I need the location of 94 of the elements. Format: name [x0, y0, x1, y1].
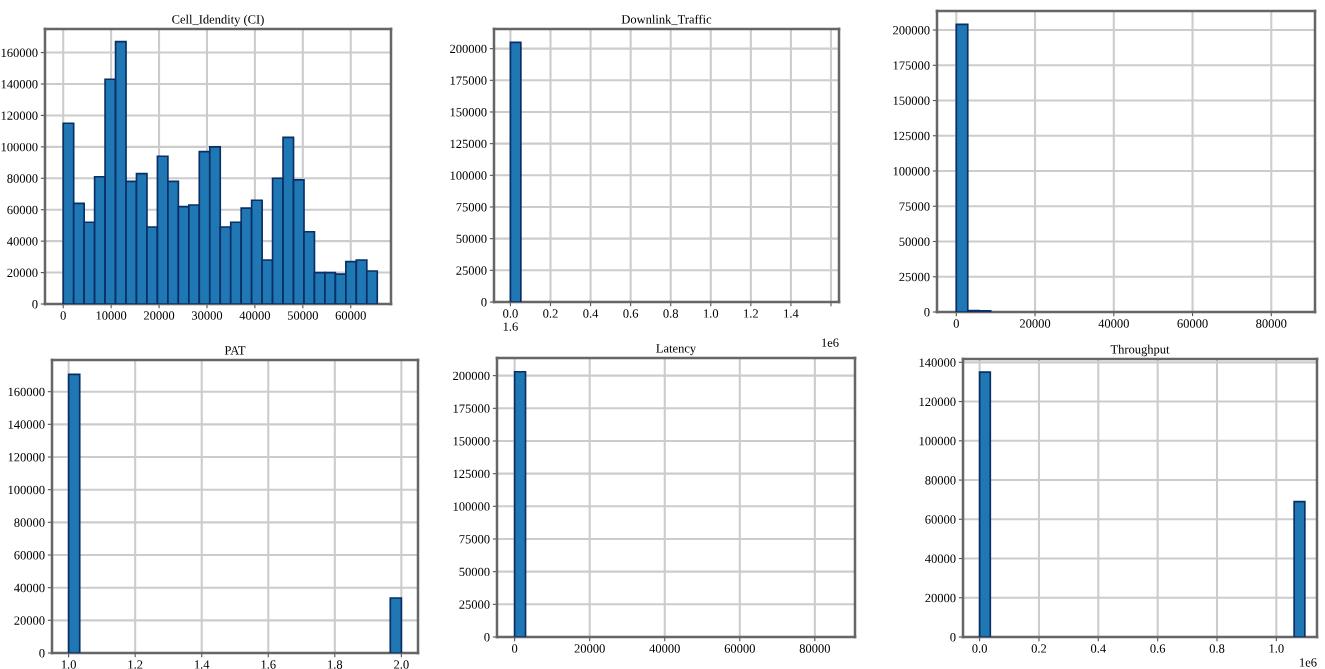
x-tick-label: 1.6	[261, 660, 276, 669]
x-tick-label: 2.0	[394, 660, 409, 669]
y-tick-label: 100000	[893, 167, 930, 176]
x-tick-label: 40000	[1098, 319, 1129, 328]
y-tick-label: 150000	[893, 96, 930, 105]
x-tick-label: 20000	[1019, 319, 1051, 328]
y-tick-label: 50000	[459, 567, 490, 577]
text: 1e6	[1300, 658, 1317, 667]
x-tick-label: 40000	[239, 311, 271, 320]
y-tick-label: 125000	[453, 469, 490, 479]
x-tick-label: 10000	[96, 311, 127, 320]
y-tick-label: 140000	[919, 358, 956, 367]
x-tick-label: 0.8	[1209, 644, 1225, 653]
y-tick-label: 0	[32, 300, 38, 309]
chart-title: Latency	[656, 344, 697, 356]
x-tick-label: 0.0	[972, 644, 987, 653]
x-tick-label: 60000	[335, 311, 366, 320]
y-tick-label: 60000	[7, 205, 38, 215]
x-tick-label: 0.6	[623, 309, 639, 318]
y-tick-label: 20000	[14, 616, 45, 625]
y-tick-label: 125000	[893, 131, 930, 141]
x-tick-label: 0.2	[543, 309, 558, 318]
x-tick-label: 20000	[574, 644, 605, 653]
x-tick-label: 0.6	[1150, 644, 1166, 653]
y-tick-label: 100000	[8, 485, 45, 495]
x-tick-label: 80000	[799, 644, 830, 653]
y-tick-label: 20000	[7, 268, 38, 278]
x-tick-label: 0.2	[1031, 644, 1047, 653]
x-tick-label: 20000	[143, 311, 175, 320]
text: 1e6	[822, 338, 839, 347]
y-tick-label: 75000	[899, 202, 930, 211]
y-tick-label: 75000	[459, 535, 490, 544]
y-tick-label: 80000	[925, 476, 956, 485]
x-tick-label: 50000	[287, 311, 318, 320]
y-tick-label: 50000	[456, 234, 487, 244]
y-tick-label: 50000	[899, 237, 930, 246]
y-tick-label: 140000	[1, 80, 38, 89]
x-tick-label: 1.0	[704, 309, 719, 318]
x-tick-label: 1.2	[744, 309, 758, 318]
y-tick-label: 120000	[8, 453, 45, 462]
y-tick-label: 140000	[8, 420, 45, 429]
y-tick-label: 25000	[899, 272, 930, 282]
x-tick-label: 1.2	[128, 660, 143, 669]
x-tick-label: 30000	[191, 311, 223, 320]
y-tick-label: 120000	[1, 111, 38, 120]
y-tick-label: 100000	[453, 502, 490, 511]
x-tick-label: 40000	[649, 644, 680, 653]
y-tick-label: 40000	[14, 583, 45, 593]
x-tick-label: 0.4	[583, 309, 599, 318]
y-tick-label: 200000	[453, 371, 490, 381]
y-tick-label: 0	[484, 633, 490, 642]
y-tick-label: 150000	[450, 108, 487, 117]
y-tick-label: 40000	[7, 237, 38, 246]
chart-title: Cell_Idendity (CI)	[172, 14, 264, 27]
x-tick-label: 0.4	[1090, 644, 1106, 653]
y-tick-label: 160000	[8, 387, 45, 397]
y-tick-label: 60000	[925, 515, 956, 524]
x-tick-label: 0	[511, 644, 518, 653]
chart-title: Downlink_Traffic	[621, 14, 712, 26]
y-tick-label: 60000	[14, 551, 45, 560]
x-tick-label: 60000	[724, 644, 755, 653]
x-tick-label: 60000	[1177, 319, 1208, 328]
y-tick-label: 25000	[456, 266, 487, 275]
y-tick-label: 200000	[893, 26, 930, 35]
y-tick-label: 75000	[456, 203, 487, 212]
y-tick-label: 0	[950, 633, 956, 642]
y-tick-label: 80000	[7, 174, 38, 183]
y-tick-label: 160000	[1, 48, 38, 58]
y-tick-label: 40000	[925, 554, 956, 563]
x-tick-label: 1.0	[61, 660, 76, 669]
y-tick-label: 100000	[1, 142, 38, 152]
y-tick-label: 175000	[450, 76, 487, 85]
x-tick-label: 0.0 1.6	[503, 309, 518, 331]
y-tick-label: 100000	[450, 171, 487, 180]
y-tick-label: 20000	[925, 593, 956, 603]
chart-title: PAT	[224, 346, 246, 355]
y-tick-label: 100000	[919, 436, 956, 446]
y-tick-label: 175000	[453, 404, 490, 413]
x-tick-label: 80000	[1256, 319, 1287, 328]
y-tick-label: 80000	[14, 518, 45, 527]
y-tick-label: 200000	[450, 44, 487, 54]
y-tick-label: 0	[481, 298, 487, 307]
x-tick-label: 1.8	[328, 660, 343, 669]
y-tick-label: 150000	[453, 437, 490, 446]
y-tick-label: 25000	[459, 600, 490, 609]
y-tick-label: 125000	[450, 139, 487, 149]
x-tick-label: 0	[60, 311, 66, 320]
y-tick-label: 175000	[893, 61, 930, 70]
y-tick-label: 120000	[919, 397, 956, 407]
x-tick-label: 1.0	[1269, 644, 1284, 653]
x-tick-label: 1.4	[195, 660, 210, 669]
x-tick-label: 1.4	[784, 309, 799, 318]
chart-title: Throughput	[1110, 344, 1170, 357]
x-tick-label: 0.8	[663, 309, 679, 318]
